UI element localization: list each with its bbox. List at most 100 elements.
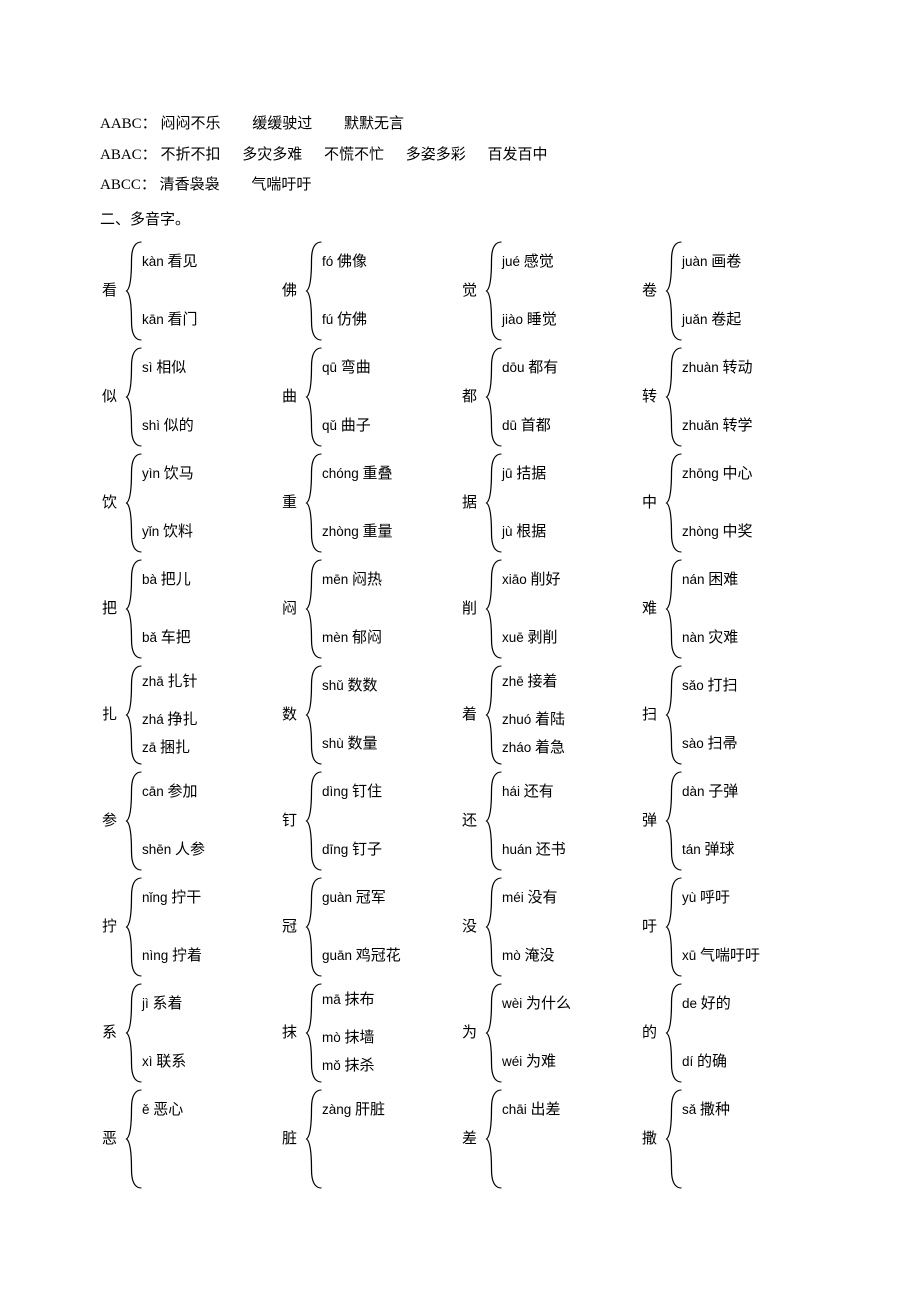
pinyin: guān [322,948,352,963]
polyphone-cell: 撒 sǎ 撒种 [640,1088,820,1190]
readings-wrap: sǎo 打扫sào 扫帚 [664,664,820,766]
example-word: 弯曲 [337,360,371,376]
polyphone-cell: 差 chāi 出差 [460,1088,640,1190]
reading: zhòng 中奖 [682,518,753,547]
pinyin: zhòng [682,524,719,539]
pinyin: qū [322,360,337,375]
pinyin: shēn [142,842,171,857]
readings-wrap: qū 弯曲qǔ 曲子 [304,346,460,448]
pinyin: mò [322,1030,341,1045]
polyphone-cell: 饮 yìn 饮马yǐn 饮料 [100,452,280,554]
reading: ě 恶心 [142,1096,183,1125]
pinyin: bǎ [142,630,157,645]
reading: zhá 挣扎 [142,706,198,735]
pinyin: shù [322,736,344,751]
polyphone-cell: 都 dōu 都有dū 首都 [460,346,640,448]
reading: mò 淹没 [502,942,555,971]
readings-wrap: jū 拮据jù 根据 [484,452,640,554]
readings-wrap: zàng 肝脏 [304,1088,460,1190]
pinyin: dí [682,1054,693,1069]
section-2-title: 二、多音字。 [100,206,820,235]
pinyin: chóng [322,466,359,481]
example-word: 中心 [719,466,753,482]
pinyin: nǐng [142,890,168,905]
readings-wrap: méi 没有mò 淹没 [484,876,640,978]
example-word: 扫帚 [704,736,738,752]
readings-wrap: mā 抹布mò 抹墙mǒ 抹杀 [304,982,460,1084]
reading: hái 还有 [502,778,554,807]
reading: dōu 都有 [502,354,558,383]
reading: fó 佛像 [322,248,367,277]
base-character: 吁 [640,913,664,942]
pinyin: xuē [502,630,524,645]
polyphone-cell: 弹 dàn 子弹tán 弹球 [640,770,820,872]
pinyin: yù [682,890,696,905]
readings-wrap: sì 相似 shì 似的 [124,346,280,448]
pinyin: bà [142,572,157,587]
pinyin: xiāo [502,572,527,587]
example-word: 抹杀 [341,1058,375,1074]
readings-wrap: dàn 子弹tán 弹球 [664,770,820,872]
reading: cān 参加 [142,778,198,807]
pinyin: zhōng [682,466,719,481]
reading: sǎo 打扫 [682,672,738,701]
reading: sì 相似 [142,354,186,383]
example-word: 感觉 [520,254,554,270]
base-character: 弹 [640,807,664,836]
reading: xū 气喘吁吁 [682,942,760,971]
base-character: 觉 [460,277,484,306]
example-word: 都有 [525,360,559,376]
pinyin: zhòng [322,524,359,539]
pinyin: tán [682,842,701,857]
base-character: 佛 [280,277,304,306]
pinyin: hái [502,784,520,799]
readings-wrap: de 好的dí 的确 [664,982,820,1084]
base-character: 差 [460,1125,484,1154]
abac-item: 多灾多难 [242,147,302,163]
polyphone-cell: 钉 dìng 钉住dīng 钉子 [280,770,460,872]
reading: tán 弹球 [682,836,735,865]
pinyin: dàn [682,784,705,799]
readings-wrap: chāi 出差 [484,1088,640,1190]
example-word: 数数 [344,678,378,694]
example-word: 撒种 [696,1102,730,1118]
polyphone-grid: 看 kàn 看见kān 看门佛 fó 佛像fú 仿佛觉 jué 感觉jiào 睡… [100,240,820,1194]
reading: zhē 接着 [502,668,558,697]
reading: chāi 出差 [502,1096,561,1125]
pinyin: zhuó [502,712,531,727]
example-word: 钉子 [348,842,382,858]
reading: kàn 看见 [142,248,198,277]
readings-wrap: hái 还有 huán 还书 [484,770,640,872]
example-word: 接着 [524,674,558,690]
pinyin: nán [682,572,705,587]
readings-wrap: cān 参加shēn 人参 [124,770,280,872]
pinyin: méi [502,890,524,905]
reading: zhuǎn 转学 [682,412,753,441]
pinyin: kān [142,312,164,327]
pinyin: jù [502,524,513,539]
pinyin: mā [322,992,341,1007]
pinyin: yìn [142,466,160,481]
example-word: 仿佛 [333,312,367,328]
reading: shì 似的 [142,412,194,441]
pinyin: dìng [322,784,348,799]
pattern-aabc-line: AABC： 闷闷不乐 缓缓驶过 默默无言 [100,110,820,139]
example-word: 饮料 [159,524,193,540]
polyphone-row: 系 jì 系着xì 联系抹 mā 抹布mò 抹墙mǒ 抹杀为 wèi 为什么wé… [100,982,820,1084]
base-character: 数 [280,701,304,730]
pinyin: zā [142,740,156,755]
pinyin: huán [502,842,532,857]
abcc-item: 气喘吁吁 [251,177,311,193]
polyphone-cell: 冠 guàn 冠军guān 鸡冠花 [280,876,460,978]
readings-wrap: nǐng 拧干nìng 拧着 [124,876,280,978]
reading: chóng 重叠 [322,460,393,489]
polyphone-cell: 佛 fó 佛像 fú 仿佛 [280,240,460,342]
example-word: 还书 [532,842,566,858]
pinyin: fú [322,312,333,327]
pinyin: zhuàn [682,360,719,375]
example-word: 的确 [693,1054,727,1070]
example-word: 拧干 [168,890,202,906]
reading: yìn 饮马 [142,460,194,489]
example-word: 为什么 [522,996,571,1012]
example-word: 好的 [697,996,731,1012]
